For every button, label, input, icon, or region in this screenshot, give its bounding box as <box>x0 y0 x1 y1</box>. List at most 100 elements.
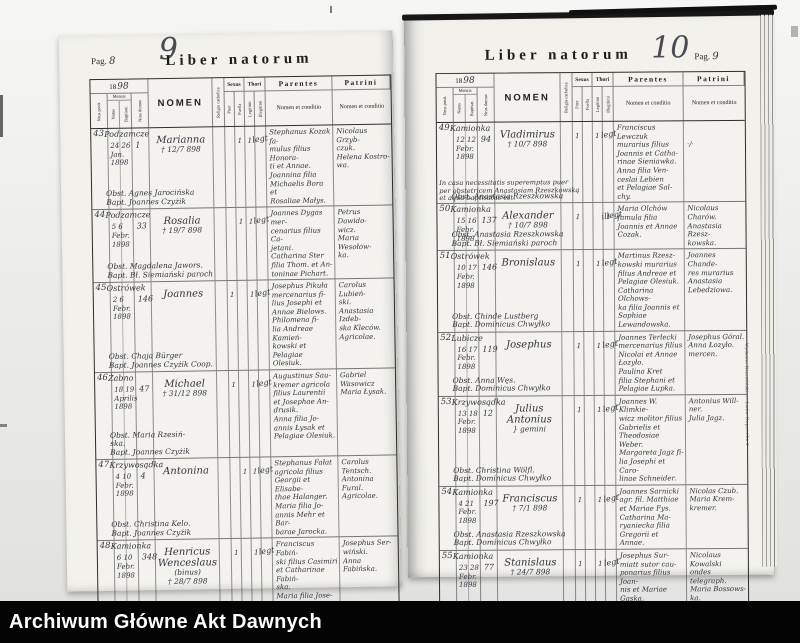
register-table-right: 18 98 NOMEN Religio catholica Sexus Thor… <box>435 70 750 641</box>
year-printed: 18 <box>109 82 117 91</box>
table-row: 51 10 17 Febr. 1898 146 Bronislaus 1 1 M… <box>437 248 747 332</box>
parents-entry: Maria Olchów famula filia Joannis et Ann… <box>614 202 685 250</box>
table-row: 45 2 6 Febr. 1898 146 Joannes 1 1 Joseph… <box>93 277 395 373</box>
column-header-mensis: Mensis Natus Baptisat. <box>453 87 478 122</box>
column-header-nomen-conditio-patrini: Nomen et conditio <box>339 103 385 111</box>
death-annotation: (binus) † 28/7 898 <box>167 567 208 586</box>
page-title: Liber natorum <box>165 50 313 69</box>
godparents-entry: Joannes Chande- res murarius Anastasia L… <box>687 251 734 294</box>
column-header-natus: Natus <box>107 100 121 128</box>
child-name: Joannes <box>163 288 204 301</box>
godparents-entry: Petrus Dawido- wicz. Maria Wesołow- ka. <box>337 208 372 260</box>
parents-entry: Joannes W. Klimkie- wicz molitor filius … <box>615 395 687 485</box>
column-header-sexus: Sexus <box>224 77 245 93</box>
godparents-entry: Nicolaus Charów. Anastasia Rzesz- kowska… <box>687 204 722 248</box>
parents-entry: Joannes Dygas mer- cenarius filius Ca- j… <box>267 206 336 280</box>
godparents-entry: Gabriel Wasowicz Maria Łysak. <box>339 370 387 397</box>
table-row: 49 12 12 Febr. 1898 94 Vladimirus † 10/7… <box>436 121 746 204</box>
archive-label: Archiwum Główne Akt Dawnych <box>9 610 322 633</box>
column-header-thori: Thori <box>592 72 614 87</box>
pag-label: Pag. 9 <box>694 51 718 62</box>
marginal-note: In casu necessitatis superemptus puer pe… <box>439 178 580 202</box>
scan-artifact <box>791 26 798 37</box>
godparents-entry: Carolus Lubień- ski. Anastasia Izdeb- sk… <box>338 280 381 341</box>
pag-label: Pag. 8 <box>91 56 116 67</box>
legitimacy-script: legt <box>601 338 619 350</box>
table-body: 49 12 12 Febr. 1898 94 Vladimirus † 10/7… <box>436 121 749 640</box>
child-name: Henricus Wenceslaus <box>157 546 218 570</box>
column-header-religio: Religio catholica <box>212 78 226 127</box>
column-header-mensis: Mensis Natus Baptisat. <box>107 93 133 128</box>
column-header-nomen-conditio-parentes: Nomen et conditio <box>265 90 334 126</box>
pag-prefix: Pag. <box>694 51 711 62</box>
column-header-patrini: Patrini <box>332 75 391 91</box>
place-name: Kamionka <box>452 487 493 497</box>
page-title: Liber natorum <box>484 46 632 64</box>
column-header-illegitimi: Illegitimi <box>602 86 614 121</box>
child-name: Julius Antonius <box>506 403 552 426</box>
legitimacy-script: legt <box>602 492 620 504</box>
death-annotation: † 12/7 898 <box>161 144 201 155</box>
parents-entry: Stephanus Kozak fa- mulus filius Honora-… <box>266 125 335 207</box>
child-name: Antonina <box>163 465 209 478</box>
table-header: 18 98 NOMEN Religio catholica Sexus Thor… <box>90 75 392 130</box>
midwife-baptizer-note: Obst. Chaja Bürger Bapt. Joannes Czyżik … <box>108 350 213 370</box>
place-name: Lubicze <box>451 333 483 343</box>
year-handwritten: 98 <box>117 81 129 92</box>
midwife-baptizer-note: Obst. Magdalena Jawors. Bapt. Bł. Siemia… <box>107 260 214 280</box>
page-number-handwritten: 10 <box>651 30 690 66</box>
place-name: Kamionka <box>110 541 152 552</box>
column-header-natus: Natus <box>453 94 466 122</box>
parents-entry: Josephus Pikuła mercenarius fi- lius Jos… <box>268 279 337 370</box>
place-name: Krzywosądka <box>109 460 164 470</box>
column-header-sexus: Sexus <box>572 72 593 88</box>
column-header-nomen: NOMEN <box>494 73 561 122</box>
death-annotation: † 19/7 898 <box>162 225 203 236</box>
page-edge <box>759 14 778 567</box>
parents-entry: Joannes Terlecki mercenarius filius Nico… <box>615 330 686 395</box>
place-name: Podzamcze <box>104 129 150 139</box>
archive-bar: Archiwum Główne Akt Dawnych <box>0 601 800 643</box>
death-annotation: † 7/1 898 <box>512 503 548 513</box>
death-annotation: † 24/7 898 <box>510 567 551 577</box>
column-header-baptisat: Baptisat. <box>468 100 474 117</box>
column-header-parentes: Parentes <box>265 76 333 92</box>
column-header-nomen-conditio-parentes: Nomen et conditio <box>613 86 684 121</box>
column-header-religio: Religio catholica <box>560 73 573 122</box>
child-name: Josephus <box>506 338 552 351</box>
column-header-puella: Puella <box>234 91 246 126</box>
register-table-left: 18 98 NOMEN Religio catholica Sexus Thor… <box>89 74 400 625</box>
godparents-entry: Nicolas Czub. Maria Krem- kremer. <box>689 486 739 513</box>
table-row: 53 13 18 Febr. 1898 12 Julius Antonius }… <box>438 393 748 486</box>
column-header-legitimi: Legitimi <box>244 91 256 126</box>
pag-prefix: Pag. <box>90 55 107 67</box>
place-name: Ostrówek <box>450 252 490 262</box>
column-header-year: 18 98 <box>436 73 495 89</box>
table-row: 44 5 6 Febr. 1898 33 Rosalia † 19/7 898 … <box>92 204 394 283</box>
place-name: Kamionka <box>450 205 491 215</box>
parents-entry: Martinus Rzesz- kowski murarius filius A… <box>614 249 686 331</box>
column-header-nomen: NOMEN <box>148 78 214 128</box>
column-header-year: 18 98 <box>90 79 149 95</box>
godparents-entry: Antonius Will- ner. Julia Jagz. <box>688 396 739 423</box>
midwife-baptizer-note: Obst. Christina Kelo. Bapt. Joannes Czyż… <box>111 519 192 538</box>
column-header-patrini: Patrini <box>683 71 745 87</box>
column-header-nrus-posit: Nrus posit. <box>90 93 109 129</box>
column-header-illegitimi: Illegitimi <box>254 91 267 126</box>
year-printed: 18 <box>455 76 463 85</box>
midwife-baptizer-note: Obst. Anastasia Rzeszkowska Bapt. Domini… <box>453 529 566 548</box>
child-name: Bronislaus <box>501 257 556 269</box>
death-annotation: † 31/12 898 <box>162 388 208 399</box>
column-header-nrus-domus: Nrus domus <box>477 87 495 122</box>
year-handwritten: 98 <box>463 75 475 86</box>
midwife-baptizer-note: Obst. Maria Rzesiń- ska. Bapt. Joannes C… <box>109 429 190 457</box>
midwife-baptizer-note: Obst. Christina Wölfl. Bapt. Dominicus C… <box>453 465 552 484</box>
place-name: Żabno <box>107 373 134 383</box>
parents-entry: Stephanus Fałat agricola filius Georgii … <box>271 456 340 538</box>
column-header-nomen-conditio-patrini: Nomen et conditio <box>691 99 737 107</box>
column-header-parentes: Parentes <box>613 72 684 87</box>
midwife-baptizer-note: Obst. Agnes Jarocińska Bapt. Joannes Czy… <box>106 187 195 207</box>
scan-artifact <box>330 6 332 13</box>
right-page: Liber natorum 10 Pag. 9 18 98 NOMEN Reli… <box>402 4 778 641</box>
table-row: 50 15 16 Febr. 1898 137 Alexander † 10/7… <box>437 201 746 251</box>
